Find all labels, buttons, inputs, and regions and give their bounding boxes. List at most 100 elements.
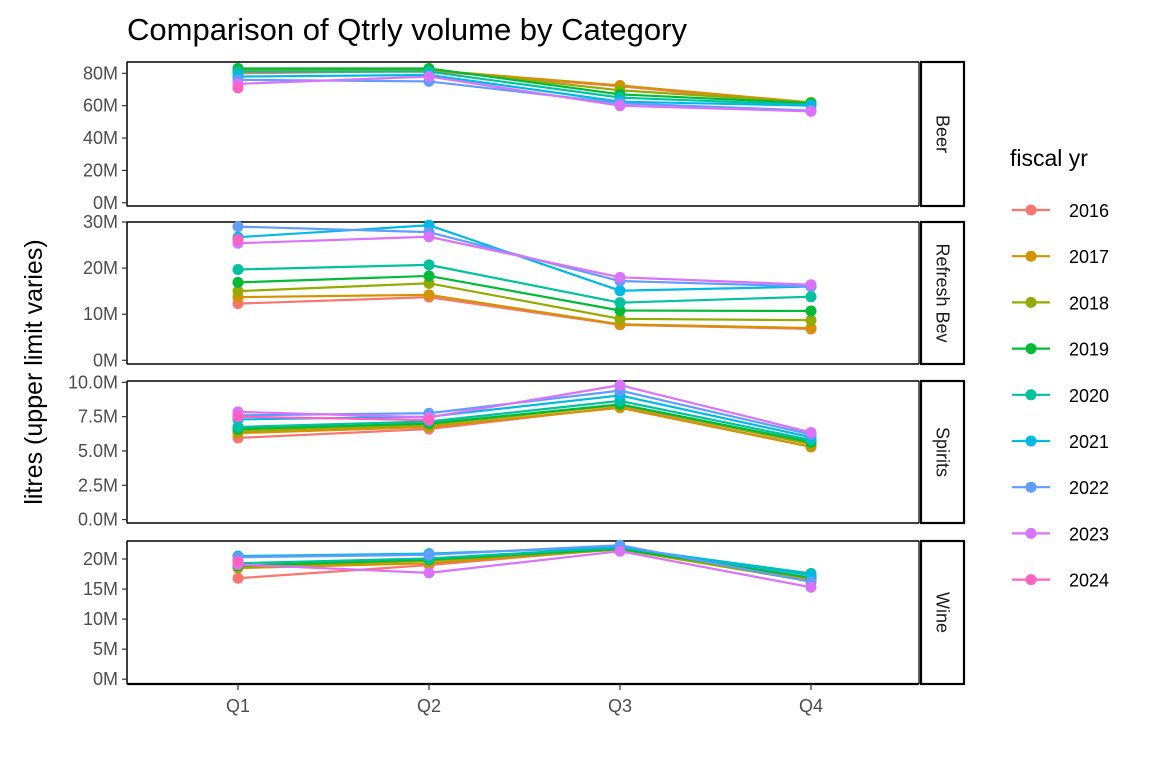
legend-label: 2023 [1069,524,1109,544]
series-line-2018 [237,282,812,322]
series-line-2019 [238,67,812,105]
data-point-2019 [232,276,244,288]
x-tick-label: Q4 [799,696,823,716]
data-point-2023 [423,71,435,83]
series-line-2024 [237,415,430,422]
legend-item-2024: 2024 [1012,571,1109,591]
chart-title: Comparison of Qtrly volume by Category [127,12,687,47]
data-point-2023 [805,105,817,117]
data-point-2023 [423,231,435,243]
y-tick-label: 0M [93,350,118,370]
series-line-2023 [237,75,812,113]
facet-strip-label: Beer [933,115,953,153]
data-point-2021 [614,285,626,297]
data-point-2020 [232,263,244,275]
data-point-2020 [805,291,817,303]
data-point-2023 [423,567,435,579]
series-line-2020 [237,546,812,575]
y-axis-title: litres (upper limit varies) [20,239,48,504]
x-tick-label: Q3 [608,696,632,716]
legend: fiscal yr 2016 2017 2018 2019 2020 2021 2022 202… [1010,145,1109,591]
data-point-2023 [614,100,626,112]
data-point-2018 [805,314,817,326]
facet-panel-refresh-bev: Refresh Bev 0M 10M 20M 30M [83,212,966,370]
series-line-2017 [237,293,812,330]
data-point-2024 [232,82,244,94]
data-point-2022 [423,549,435,561]
legend-item-2023: 2023 [1012,524,1109,544]
y-tick-label: 60M [83,96,118,116]
data-point-2023 [614,545,626,557]
data-point-2024 [232,555,244,567]
y-tick-label: 15M [83,579,118,599]
series-line-2023 [237,384,812,434]
legend-key-point [1025,574,1037,586]
legend-label: 2016 [1069,201,1109,221]
legend-key-point [1025,389,1037,401]
legend-item-2022: 2022 [1012,478,1109,498]
data-point-2024 [423,414,435,426]
data-point-2023 [614,271,626,283]
series-line-2020 [237,399,812,442]
y-tick-label: 20M [83,549,118,569]
series-line-2021 [237,73,812,107]
legend-label: 2019 [1069,340,1109,360]
y-tick-label: 20M [83,258,118,278]
y-tick-label: 10M [83,609,118,629]
series-line-2022 [237,544,812,583]
x-axis: Q1 Q2 Q3 Q4 [226,684,823,716]
series-line-2019 [237,274,812,313]
legend-item-2016: 2016 [1012,201,1109,221]
facet-panel-beer: Beer 0M 20M 40M 60M 80M [83,60,966,213]
data-point-2022 [232,221,244,233]
legend-item-2019: 2019 [1012,340,1109,360]
legend-key-point [1025,435,1037,447]
legend-key-point [1025,481,1037,493]
data-point-2024 [232,234,244,246]
facet-strip-label: Refresh Bev [933,243,953,342]
data-point-2019 [614,305,626,317]
facet-strip-label: Spirits [933,427,953,477]
legend-item-2021: 2021 [1012,432,1109,452]
data-point-2018 [614,313,626,325]
legend-title: fiscal yr [1010,145,1088,171]
data-point-2024 [232,411,244,423]
facet-panel-wine: Wine 0M 5M 10M 15M 20M [83,539,966,689]
y-tick-label: 80M [83,63,118,83]
data-point-2020 [614,297,626,309]
legend-key-point [1025,250,1037,262]
y-tick-label: 7.5M [78,407,118,427]
facet-strip [919,220,966,366]
series-line-2023 [237,235,812,286]
series-line-2020 [238,70,812,106]
facet-strip [919,539,966,686]
data-point-2020 [232,421,244,433]
series-line-2018 [237,68,812,104]
data-point-2019 [423,270,435,282]
data-point-2023 [805,426,817,438]
facet-strip [919,379,966,525]
legend-label: 2020 [1069,386,1109,406]
data-point-2023 [805,581,817,593]
y-tick-label: 0M [93,193,118,213]
y-tick-label: 40M [83,128,118,148]
legend-item-2017: 2017 [1012,247,1109,267]
data-point-2020 [423,259,435,271]
data-point-2016 [232,572,244,584]
y-tick-label: 20M [83,160,118,180]
facet-strip-label: Wine [933,592,953,633]
series-line-2019 [237,403,812,444]
data-point-2017 [805,322,817,334]
legend-label: 2018 [1069,293,1109,313]
legend-label: 2021 [1069,432,1109,452]
legend-item-2020: 2020 [1012,386,1109,406]
series-line-2023 [237,550,812,589]
facet-strip [919,60,966,208]
data-point-2019 [805,305,817,317]
legend-label: 2017 [1069,247,1109,267]
data-point-2023 [805,279,817,291]
y-tick-label: 0M [93,669,118,689]
legend-label: 2022 [1069,478,1109,498]
legend-key-point [1025,204,1037,216]
